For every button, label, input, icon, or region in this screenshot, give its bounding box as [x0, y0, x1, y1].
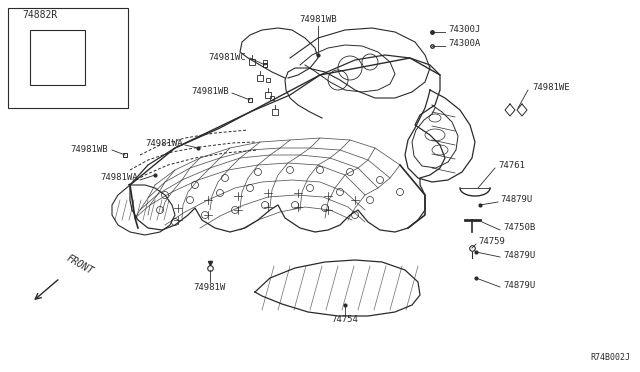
Bar [272, 109, 278, 115]
Text: 74981WB: 74981WB [191, 87, 229, 96]
Text: 74981WA: 74981WA [100, 173, 138, 183]
Text: 74981W: 74981W [194, 283, 226, 292]
Text: 74754: 74754 [332, 315, 358, 324]
Text: 74300A: 74300A [448, 39, 480, 48]
Text: 74981WE: 74981WE [532, 83, 570, 93]
Text: 74981WA: 74981WA [145, 138, 183, 148]
Text: 74759: 74759 [478, 237, 505, 247]
Text: 74750B: 74750B [503, 224, 535, 232]
Bar [30, 30, 85, 85]
Text: 74981WB: 74981WB [70, 145, 108, 154]
Text: 74879U: 74879U [503, 280, 535, 289]
Text: FRONT: FRONT [65, 253, 95, 276]
Text: 74300J: 74300J [448, 26, 480, 35]
Bar [249, 59, 255, 65]
Bar [8, 8, 128, 108]
Text: 74879U: 74879U [503, 250, 535, 260]
Bar [265, 92, 271, 98]
Text: 74761: 74761 [498, 160, 525, 170]
Text: 74879U: 74879U [500, 196, 532, 205]
Text: R74B002J: R74B002J [590, 353, 630, 362]
Text: 74981WB: 74981WB [299, 16, 337, 25]
Text: 74882R: 74882R [22, 10, 57, 20]
Text: 74981WC: 74981WC [209, 52, 246, 61]
Bar [257, 75, 263, 81]
